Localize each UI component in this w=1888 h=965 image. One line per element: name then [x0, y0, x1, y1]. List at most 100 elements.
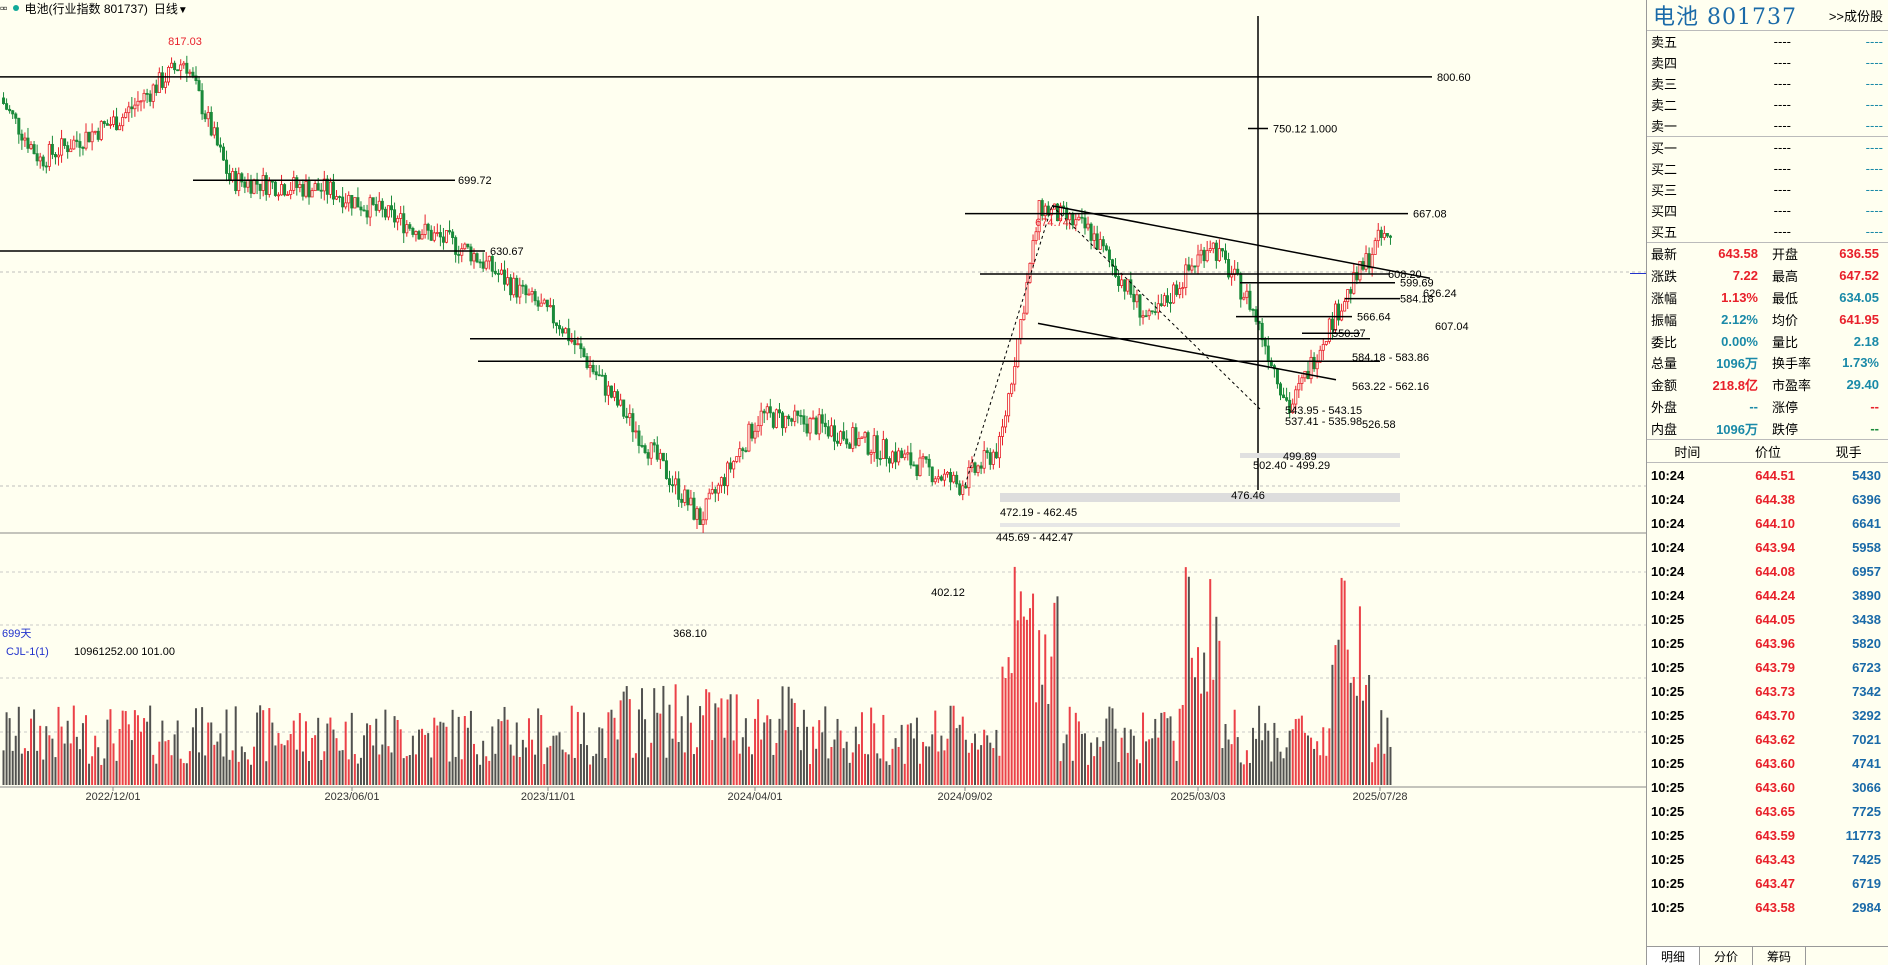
volume-bar	[1102, 741, 1105, 785]
volume-bar	[1233, 709, 1236, 785]
tick-row: 10:25 643.79 6723	[1647, 655, 1888, 679]
volume-bar	[729, 694, 732, 785]
quote-label: 内盘	[1651, 421, 1678, 437]
candle-body	[994, 451, 998, 459]
volume-bar	[57, 706, 60, 785]
volume-bar	[240, 746, 243, 785]
volume-bar	[1377, 743, 1380, 785]
tab-chips[interactable]: 筹码	[1753, 947, 1807, 965]
candle-body	[787, 415, 791, 420]
candle-body	[1169, 302, 1173, 304]
candle-body	[814, 417, 818, 435]
candle-body	[87, 131, 91, 143]
candle-body	[554, 322, 558, 326]
orderbook-volume: ----	[1865, 140, 1883, 155]
volume-bar	[1074, 712, 1077, 785]
tick-header-time: 时间	[1674, 444, 1701, 460]
volume-bar	[961, 716, 964, 785]
volume-bar	[439, 721, 442, 785]
quote-label: 最高	[1772, 269, 1799, 285]
volume-bar	[576, 711, 579, 785]
volume-bar	[1145, 741, 1148, 785]
candle-body	[891, 451, 895, 464]
orderbook-row: 卖五 ---- ----	[1647, 31, 1888, 52]
dotted-menu-icon[interactable]: ▫▫	[0, 1, 7, 15]
orderbook-row: 买二 ---- ----	[1647, 158, 1888, 179]
candle-body	[23, 137, 27, 141]
volume-bar	[198, 752, 201, 785]
volume-bar	[1245, 750, 1248, 785]
candle-body	[200, 90, 204, 115]
candle-body	[448, 230, 452, 233]
candle-body	[533, 291, 537, 302]
volume-bar	[705, 689, 708, 785]
candle-body	[145, 92, 149, 95]
tab-detail[interactable]: 明细	[1647, 947, 1701, 965]
volume-bar	[445, 726, 448, 785]
chart-area[interactable]: 800.60 699.72 630.67 667.08 608.20 599.69 584.…	[0, 0, 1646, 965]
tab-price-dist[interactable]: 分价	[1700, 947, 1754, 965]
tick-list[interactable]: 10:24 644.51 5430 10:24 644.38 6396 10:24 …	[1647, 463, 1888, 919]
candle-body	[1004, 415, 1008, 428]
dashed-line	[964, 205, 1053, 486]
candle-body	[1291, 403, 1295, 413]
candle-body	[1022, 312, 1026, 320]
volume-bar	[986, 735, 989, 785]
candle-body	[105, 123, 109, 126]
quote-label: 涨幅	[1651, 290, 1678, 306]
candle-body	[628, 413, 632, 419]
candle-body	[1187, 264, 1191, 271]
candle-body	[1013, 366, 1017, 385]
level-label: 667.08	[1413, 209, 1447, 221]
constituents-link[interactable]: >>成份股	[1828, 9, 1883, 24]
volume-bar	[1193, 677, 1196, 785]
candle-body	[545, 299, 549, 308]
volume-bar	[1273, 722, 1276, 785]
tick-size: 5958	[1852, 539, 1881, 555]
tick-price: 643.60	[1755, 779, 1795, 795]
volume-bar	[622, 691, 625, 785]
candle-body	[280, 184, 284, 196]
volume-bar	[182, 763, 185, 785]
volume-bar	[1181, 704, 1184, 785]
volume-bar	[472, 743, 475, 785]
quote-row: 涨幅 1.13% 最低 634.05	[1647, 287, 1888, 309]
candle-body	[78, 141, 82, 148]
tick-price: 643.94	[1755, 539, 1795, 555]
volume-bar	[845, 741, 848, 785]
kline-chart[interactable]: 800.60699.72630.67667.08608.20599.69584.…	[0, 0, 1646, 965]
volume-bar	[366, 723, 369, 785]
volume-bar	[793, 702, 796, 785]
volume-bar	[912, 738, 915, 785]
candle-body	[1117, 275, 1121, 286]
volume-bar	[967, 752, 970, 785]
candle-body	[952, 474, 956, 483]
volume-bar	[155, 763, 158, 785]
candle-body	[478, 261, 482, 264]
candle-body	[802, 415, 806, 425]
volume-bar	[812, 726, 815, 785]
orderbook-label: 买五	[1651, 225, 1678, 240]
candle-body	[1208, 248, 1212, 252]
volume-bar	[769, 719, 772, 785]
volume-bar	[503, 706, 506, 785]
candle-body	[347, 194, 351, 204]
volume-bar	[534, 754, 537, 785]
period-selector[interactable]: 日线▼	[153, 1, 188, 16]
volume-bar	[964, 739, 967, 785]
volume-bar	[81, 723, 84, 785]
volume-bar	[1025, 619, 1028, 785]
candle-body	[1346, 289, 1350, 303]
volume-bar	[1358, 606, 1361, 785]
volume-bar	[1227, 739, 1230, 785]
volume-bar	[121, 710, 124, 785]
candle-body	[1382, 233, 1386, 238]
candle-body	[188, 71, 192, 74]
volume-bar	[546, 747, 549, 785]
candle-body	[1046, 205, 1050, 216]
candle-body	[939, 476, 943, 481]
candle-body	[551, 305, 555, 324]
volume-bar	[515, 722, 518, 785]
tick-size: 3438	[1852, 611, 1881, 627]
candle-body	[716, 484, 720, 494]
